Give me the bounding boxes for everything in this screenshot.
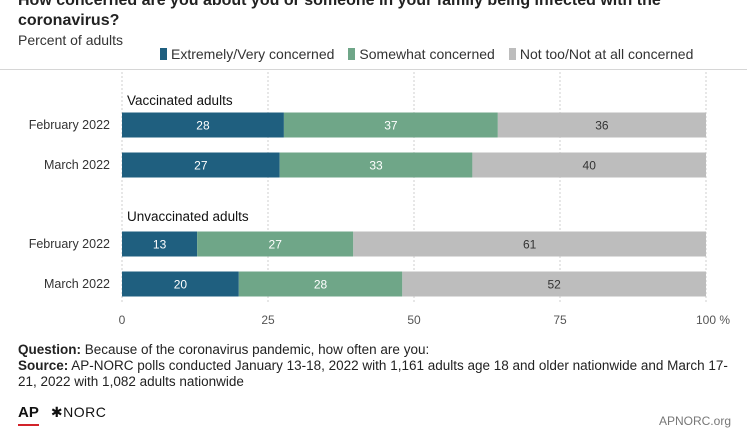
bar-data-label: 27 (269, 238, 283, 252)
x-tick-label: 0 (119, 313, 126, 327)
bar-segment (197, 231, 354, 257)
legend-label: Not too/Not at all concerned (519, 46, 694, 62)
bar-segment (122, 152, 280, 178)
x-tick-label: 50 (407, 313, 421, 327)
norc-logo: ✱NORC (51, 404, 106, 421)
chart-title: How concerned are you about you or someo… (18, 0, 661, 29)
source-note: Source: AP-NORC polls conducted January … (18, 358, 733, 390)
category-label: February 2022 (29, 118, 110, 132)
ap-logo: AP (18, 404, 39, 426)
question-note: Question: Because of the coronavirus pan… (18, 342, 733, 358)
group-label: Unvaccinated adults (127, 209, 249, 224)
bar-segment (238, 271, 403, 297)
footnote: Question: Because of the coronavirus pan… (18, 342, 733, 390)
legend-swatch (508, 48, 516, 60)
chart-subtitle: Percent of adults (18, 32, 124, 48)
stacked-bar-chart: 0 25 50 75 100 % Vaccinated adults February 20… (29, 72, 730, 327)
legend-label: Somewhat concerned (359, 46, 495, 62)
bar-data-label: 33 (369, 159, 383, 173)
bar-segment (472, 152, 706, 178)
legend-item: Somewhat concerned (348, 46, 495, 62)
group-label: Vaccinated adults (127, 93, 233, 108)
legend-swatch (160, 48, 167, 60)
category-label: March 2022 (44, 277, 110, 291)
x-tick-label: 75 (553, 313, 567, 327)
logos: AP ✱NORC (18, 404, 106, 426)
divider (0, 69, 747, 70)
bar-data-label: 52 (547, 278, 561, 292)
legend-label: Extremely/Very concerned (171, 46, 335, 62)
legend-swatch (348, 48, 356, 60)
legend-item: Not too/Not at all concerned (508, 46, 694, 62)
bar-data-label: 28 (314, 278, 328, 292)
bar-data-label: 27 (194, 159, 208, 173)
source-text: AP-NORC polls conducted January 13-18, 2… (18, 358, 728, 389)
bar-segment (122, 112, 284, 138)
category-label: March 2022 (44, 158, 110, 172)
x-tick-label: 100 % (696, 313, 730, 327)
legend-item: Extremely/Very concerned (160, 46, 334, 62)
x-tick-label: 25 (261, 313, 275, 327)
site-url: APNORC.org (658, 414, 731, 428)
norc-logo-text: NORC (63, 404, 107, 420)
bar-segment (122, 231, 198, 257)
legend: Extremely/Very concerned Somewhat concer… (160, 46, 693, 62)
bar-data-label: 20 (174, 278, 188, 292)
bar-data-label: 40 (583, 159, 597, 173)
bar-data-label: 28 (196, 119, 210, 133)
question-label: Question: (18, 342, 81, 357)
norc-mark-icon: ✱ (50, 404, 64, 420)
bar-segment (283, 112, 498, 138)
bar-data-label: 37 (384, 119, 398, 133)
bar-data-label: 61 (523, 238, 537, 252)
bar-segment (122, 271, 239, 297)
bar-data-label: 36 (595, 119, 609, 133)
bar-segment (402, 271, 706, 297)
bar-data-label: 13 (153, 238, 167, 252)
bar-segment (353, 231, 706, 257)
question-text: Because of the coronavirus pandemic, how… (81, 342, 430, 357)
category-label: February 2022 (29, 237, 110, 251)
source-label: Source: (18, 358, 69, 373)
bar-segment (497, 112, 706, 138)
bar-segment (279, 152, 473, 178)
